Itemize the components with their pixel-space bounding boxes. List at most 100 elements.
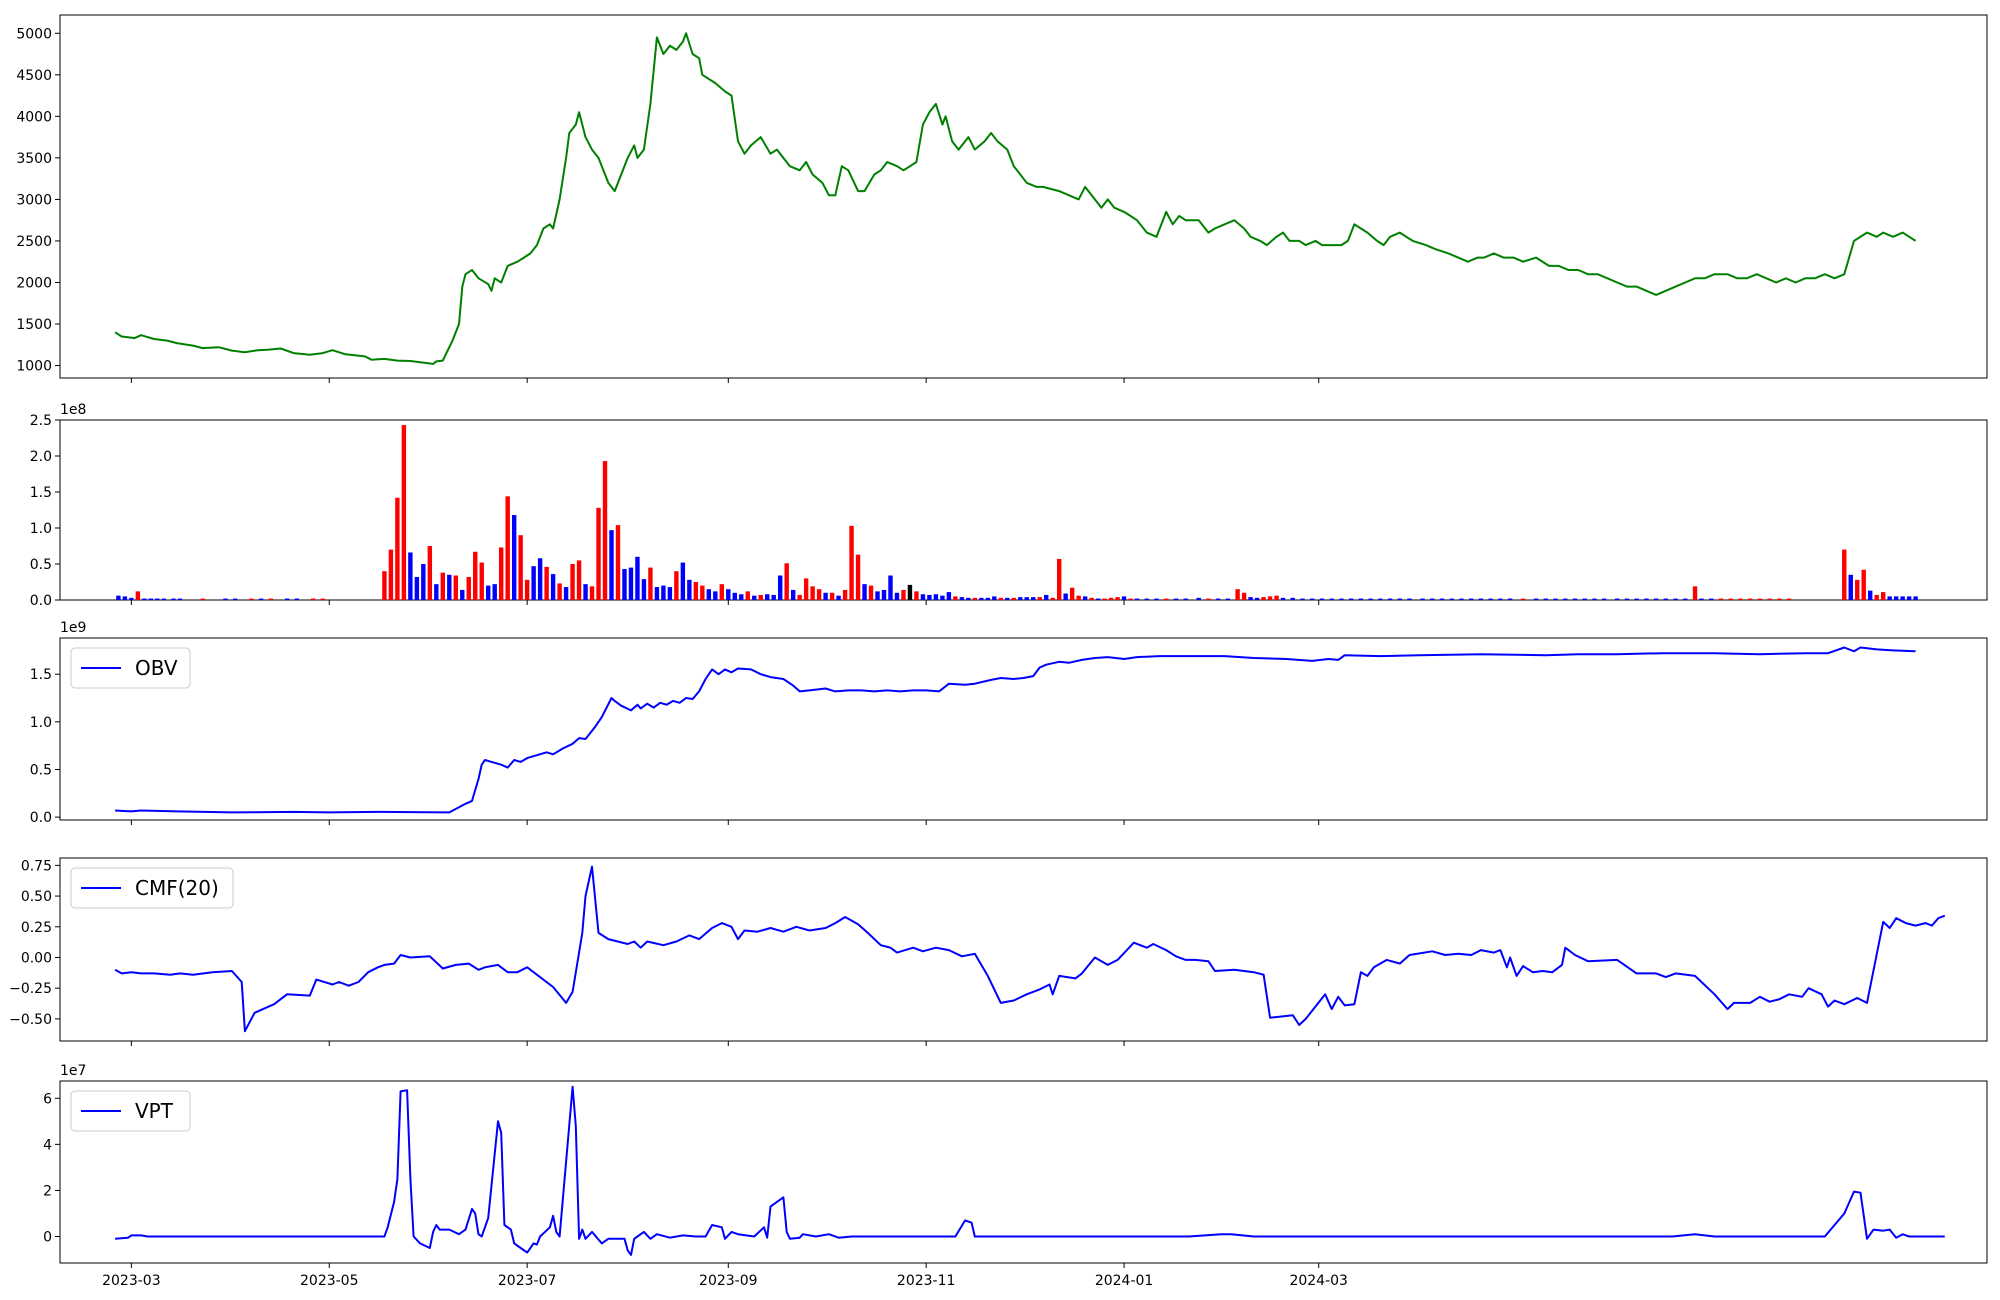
volume-ytick-label: 0.0: [30, 593, 52, 609]
volume-bar: [583, 584, 588, 600]
volume-bar: [1624, 598, 1630, 600]
volume-bar: [1196, 597, 1201, 600]
volume-bar: [1248, 597, 1253, 600]
volume-bar: [940, 595, 945, 600]
cmf-ytick-label: 0.75: [21, 858, 52, 874]
volume-bar: [1582, 598, 1587, 600]
price-ytick-label: 2500: [16, 234, 52, 250]
volume-bar: [1095, 598, 1101, 600]
price-ytick-label: 3000: [16, 192, 52, 208]
volume-bar: [1261, 597, 1266, 600]
volume-bar: [570, 564, 575, 600]
volume-bar: [232, 598, 238, 600]
cmf-ytick-label: −0.50: [9, 1012, 52, 1028]
volume-bar: [414, 576, 420, 600]
price-ytick-label: 5000: [16, 26, 52, 42]
obv-ytick-label: 1.5: [30, 667, 52, 683]
volume-bar: [959, 597, 965, 600]
volume-bar: [1777, 598, 1782, 600]
volume-ytick-label: 2.0: [30, 449, 52, 465]
volume-bar: [284, 598, 290, 600]
volume-bar: [1498, 598, 1503, 600]
volume-bar: [294, 598, 300, 600]
volume-bar: [648, 567, 653, 600]
volume-bar: [1005, 597, 1010, 600]
volume-bar: [1614, 598, 1620, 600]
volume-bar: [972, 597, 978, 600]
volume-bar: [1718, 598, 1724, 600]
volume-bar: [1387, 598, 1393, 600]
volume-bar: [732, 592, 737, 600]
volume-bar: [1913, 596, 1918, 600]
volume-bar: [171, 598, 176, 600]
volume-bar: [1874, 594, 1879, 600]
volume-bar: [894, 592, 900, 600]
volume-bar: [1018, 597, 1023, 600]
volume-bar: [667, 587, 673, 600]
obv-axes-frame: [59, 637, 1988, 821]
volume-bar: [223, 598, 228, 600]
volume-bar: [544, 566, 549, 600]
volume-bar: [1225, 598, 1231, 600]
volume-bar: [875, 591, 880, 600]
volume-bar: [1329, 598, 1334, 600]
volume-bar: [1031, 597, 1036, 600]
volume-bar: [401, 425, 407, 600]
volume-bar: [1050, 597, 1055, 600]
volume-bar: [622, 569, 627, 600]
volume-bar: [1906, 596, 1912, 600]
x-tick-label: 2023-07: [498, 1273, 557, 1289]
volume-bar: [249, 598, 254, 600]
volume-bar: [953, 596, 958, 600]
volume-bar: [1683, 598, 1688, 600]
volume-bar: [726, 589, 731, 600]
cmf-axes-frame: [59, 857, 1988, 1042]
vpt-axes-frame: [59, 1080, 1988, 1264]
obv-ytick-label: 1.0: [30, 715, 52, 731]
volume-bar: [907, 584, 913, 600]
volume-bar: [602, 461, 608, 600]
volume-bar: [1601, 598, 1607, 600]
volume-bar: [440, 572, 446, 600]
volume-bar: [1037, 597, 1042, 600]
volume-bar: [797, 594, 802, 600]
volume-bar: [1280, 597, 1286, 600]
price-panel: 1000 1500 2000 2500 3000 3500 4000 4500 5000: [16, 14, 1988, 383]
volume-bar: [1348, 598, 1354, 600]
volume-bar: [1893, 596, 1899, 600]
volume-bar: [1144, 598, 1149, 600]
volume-bar: [1063, 593, 1068, 600]
cmf-legend: CMF(20): [70, 867, 234, 909]
volume-bar: [1520, 598, 1526, 600]
volume-bar: [531, 566, 536, 600]
volume-bar: [985, 597, 991, 600]
volume-bar: [122, 596, 128, 600]
volume-bar: [1543, 598, 1549, 600]
cmf-series-line: [114, 865, 1946, 1033]
volume-bar: [1183, 598, 1188, 600]
volume-bar: [920, 594, 926, 600]
volume-bar: [739, 594, 744, 600]
volume-bar: [1102, 598, 1107, 600]
obv-ytick-label: 0.0: [30, 810, 52, 826]
volume-bar: [524, 579, 530, 600]
volume-bar: [687, 579, 692, 600]
volume-bar: [1644, 598, 1649, 600]
volume-bar: [473, 551, 478, 600]
volume-bar: [460, 589, 465, 600]
volume-bar: [1254, 597, 1260, 600]
volume-bar: [1728, 598, 1733, 600]
volume-bar: [486, 585, 491, 600]
volume-bar: [1115, 597, 1120, 600]
volume-bar: [1663, 598, 1669, 600]
volume-bar: [505, 496, 510, 600]
obv-series-line: [115, 646, 1916, 814]
vpt-legend-label: VPT: [135, 1099, 174, 1123]
cmf-ytick-label: 0.00: [21, 950, 52, 966]
volume-bar: [466, 576, 471, 600]
volume-bar: [1868, 590, 1873, 600]
volume-bar: [719, 584, 724, 600]
volume-bar: [155, 598, 160, 600]
price-ytick-label: 2000: [16, 275, 52, 291]
